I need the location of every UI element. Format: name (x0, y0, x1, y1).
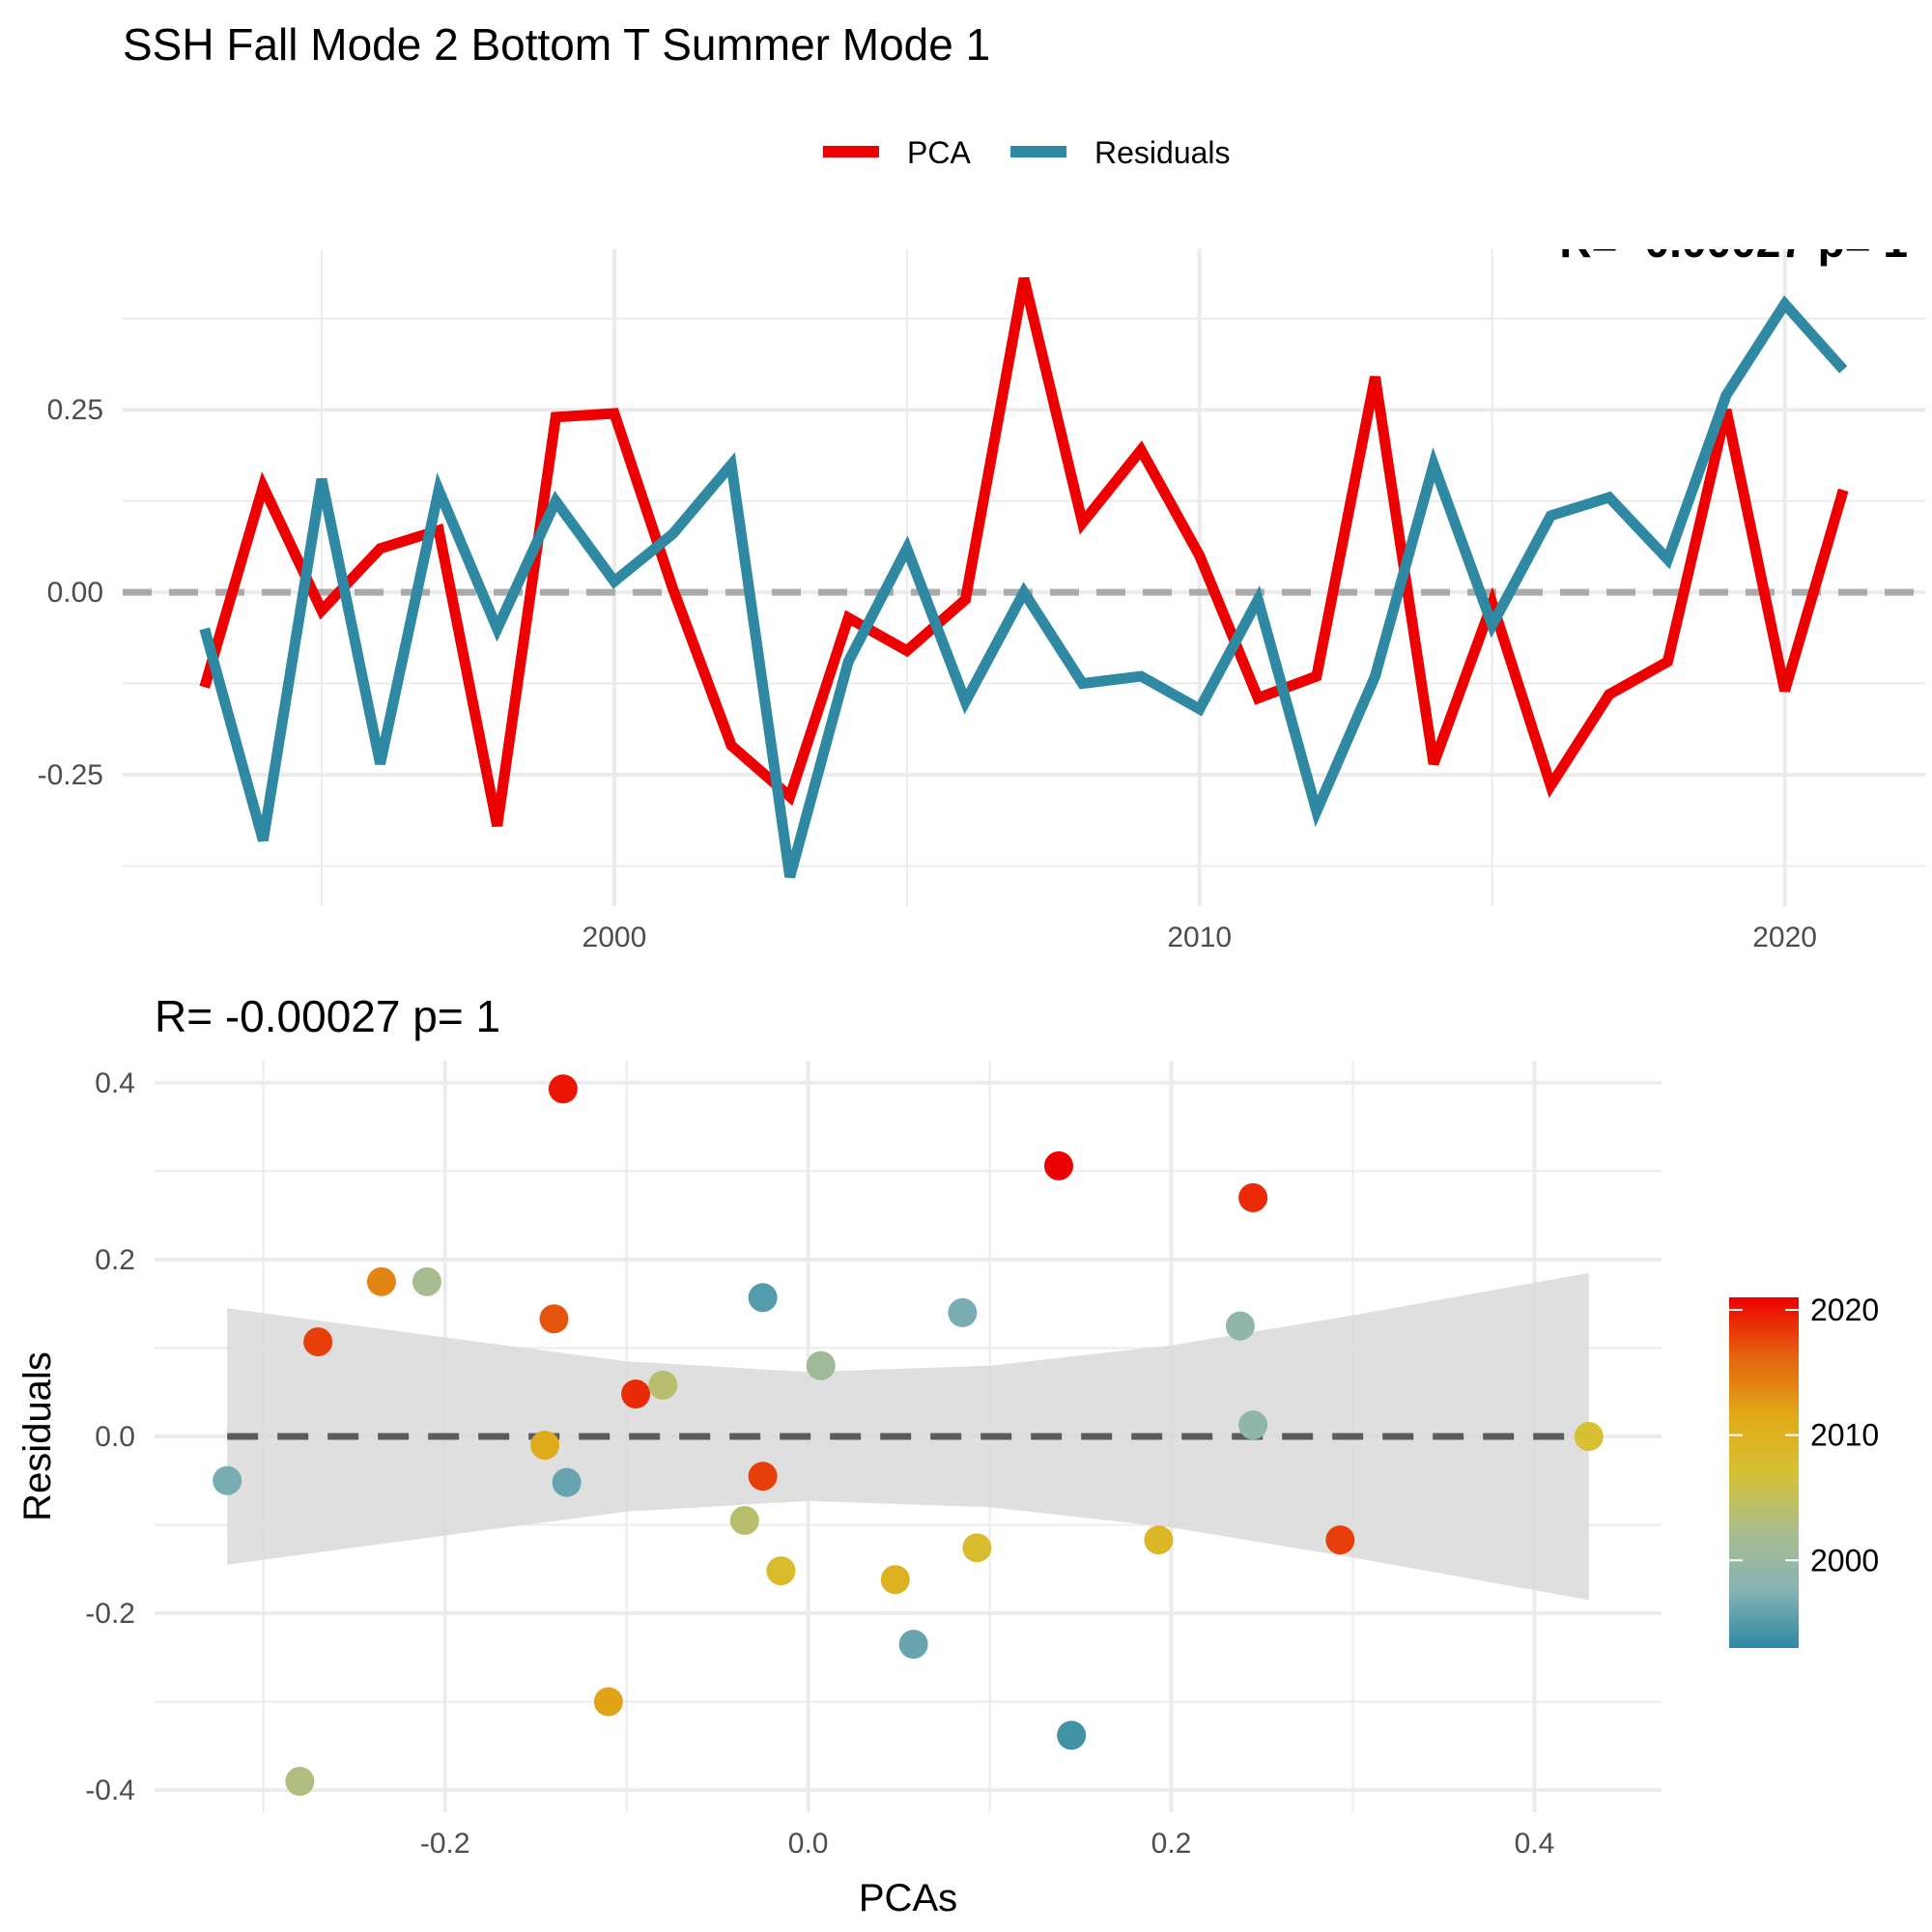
scatter-point (648, 1371, 677, 1400)
year-colorbar: 2000 2010 2020 (1729, 1293, 1879, 1648)
scatter-title: R= -0.00027 p= 1 (155, 991, 500, 1041)
legend-label-pca: PCA (907, 135, 971, 170)
x-tick-label: 0.4 (1515, 1828, 1555, 1860)
y-tick-label: 0.25 (47, 394, 103, 426)
y-tick-label: -0.25 (38, 759, 103, 791)
x-tick-label: 2020 (1752, 922, 1817, 953)
scatter-point (1057, 1720, 1086, 1749)
scatter-point (367, 1267, 396, 1296)
scatter-point (749, 1283, 778, 1312)
time-series-panel: -0.25 0.00 0.25 2000 2010 2020 R= -0.00027 p= … (38, 216, 1925, 953)
scatter-point (1044, 1151, 1073, 1180)
scatter-point (1238, 1183, 1267, 1212)
x-tick-label: 0.2 (1151, 1828, 1192, 1860)
scatter-point (594, 1688, 623, 1717)
x-tick-label: 0.0 (788, 1828, 829, 1860)
x-axis-title: PCAs (859, 1877, 957, 1919)
scatter-point (730, 1506, 759, 1535)
y-tick-label: 0.4 (95, 1067, 135, 1099)
scatter-point (412, 1267, 441, 1296)
scatter-point (948, 1298, 977, 1327)
scatter-point (1226, 1312, 1255, 1341)
scatter-point (213, 1466, 242, 1495)
x-tick-label: 2010 (1167, 922, 1232, 953)
scatter-point (549, 1074, 578, 1103)
scatter-point (749, 1462, 778, 1491)
colorbar-tick-label: 2000 (1810, 1543, 1879, 1577)
scatter-point (1325, 1525, 1354, 1554)
scatter-point (899, 1630, 928, 1659)
scatter-panel: R= -0.00027 p= 1 -0.4 -0.2 0.0 0.2 0.4 -0.2 0.0… (16, 991, 1662, 1919)
y-tick-label: 0.0 (95, 1421, 135, 1453)
y-tick-label: -0.4 (85, 1775, 135, 1806)
scatter-point (303, 1327, 332, 1356)
colorbar-ramp (1729, 1297, 1799, 1648)
scatter-point (621, 1379, 650, 1408)
series-line-pca (205, 278, 1843, 826)
scatter-point (553, 1468, 582, 1497)
colorbar-tick-label: 2020 (1810, 1293, 1879, 1327)
x-tick-label: 2000 (582, 922, 647, 953)
y-tick-label: -0.2 (85, 1598, 135, 1630)
scatter-point (881, 1565, 910, 1594)
scatter-point (1144, 1525, 1173, 1554)
scatter-point (539, 1304, 568, 1333)
scatter-point (1238, 1410, 1267, 1439)
scatter-point (766, 1556, 795, 1585)
figure-title: SSH Fall Mode 2 Bottom T Summer Mode 1 (123, 19, 990, 70)
x-tick-label: -0.2 (420, 1828, 470, 1860)
scatter-point (962, 1533, 991, 1562)
colorbar-tick-label: 2010 (1810, 1418, 1879, 1453)
y-tick-label: 0.00 (47, 577, 103, 609)
scatter-point (285, 1767, 314, 1796)
correlation-label-clipped: R= -0.00027 p= 1 (1559, 216, 1908, 267)
scatter-point (530, 1431, 559, 1460)
scatter-point (1575, 1422, 1604, 1451)
line-legend: PCA Residuals (823, 135, 1231, 170)
legend-label-residuals: Residuals (1094, 135, 1231, 170)
scatter-point (807, 1351, 836, 1380)
y-tick-label: 0.2 (95, 1244, 135, 1276)
y-axis-title: Residuals (16, 1351, 59, 1521)
